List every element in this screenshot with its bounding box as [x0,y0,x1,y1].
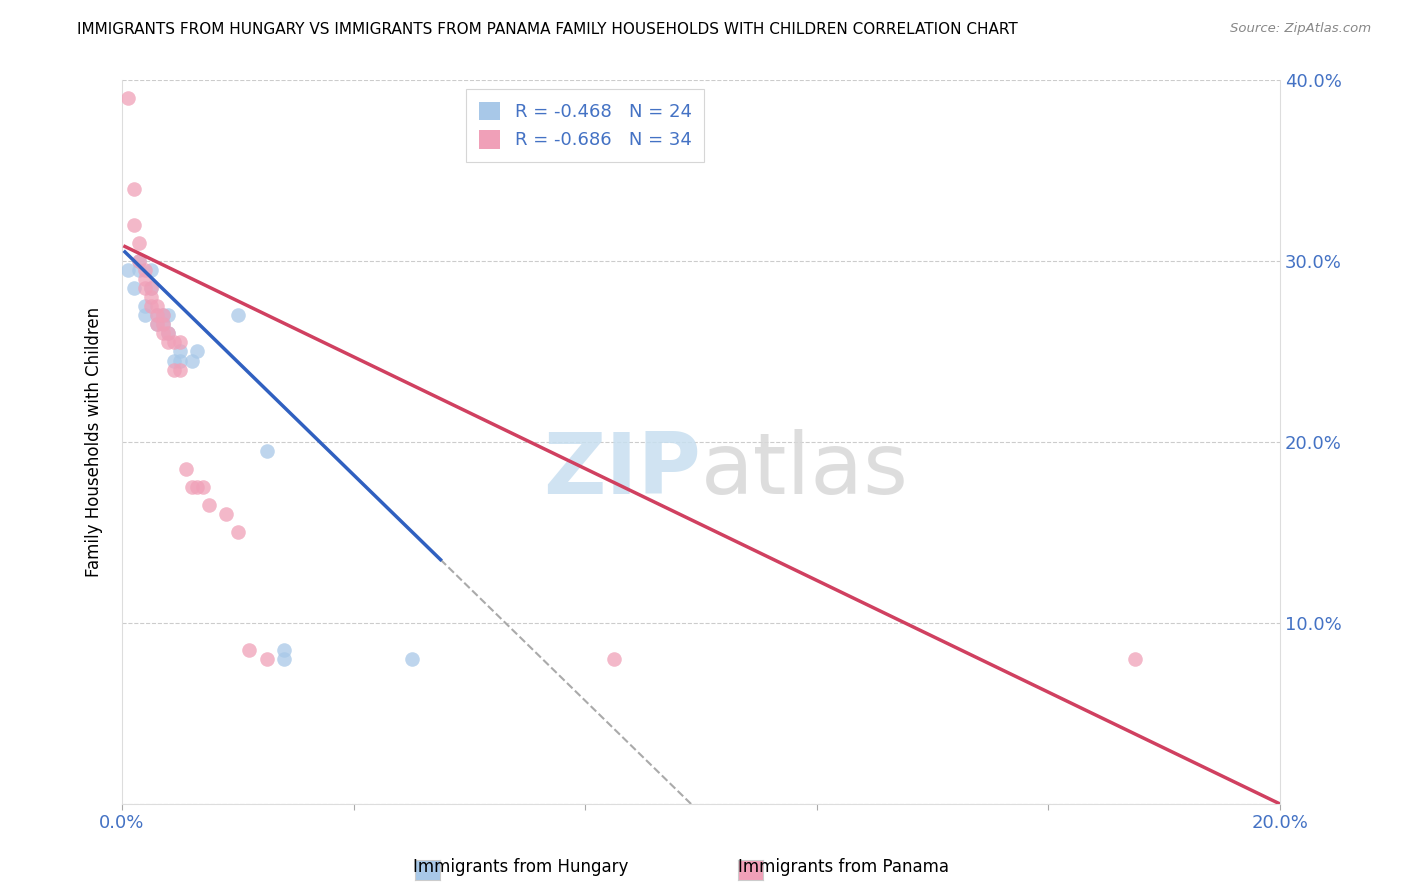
Point [186,344,208,359]
Point [238,643,260,657]
Point [169,353,191,368]
Point [117,263,139,277]
Point [180,353,202,368]
Point [401,652,423,666]
Point [134,299,156,313]
Point [128,235,150,250]
Point [273,652,295,666]
Point [163,362,186,376]
Legend: R = -0.468   N = 24, R = -0.686   N = 34: R = -0.468 N = 24, R = -0.686 N = 34 [465,89,704,162]
Text: IMMIGRANTS FROM HUNGARY VS IMMIGRANTS FROM PANAMA FAMILY HOUSEHOLDS WITH CHILDRE: IMMIGRANTS FROM HUNGARY VS IMMIGRANTS FR… [77,22,1018,37]
Point [128,254,150,268]
Point [191,480,214,494]
Point [146,318,169,332]
Y-axis label: Family Households with Children: Family Households with Children [86,307,103,577]
Point [122,181,145,195]
Point [152,326,174,341]
Point [146,318,169,332]
Text: Source: ZipAtlas.com: Source: ZipAtlas.com [1230,22,1371,36]
Point [1123,652,1146,666]
Point [122,218,145,232]
Point [146,308,169,322]
Point [134,272,156,286]
Point [128,254,150,268]
Point [186,480,208,494]
Text: ZIP: ZIP [543,429,702,512]
Text: atlas: atlas [702,429,910,512]
Point [157,326,180,341]
Point [146,299,169,313]
Point [146,308,169,322]
Point [139,263,162,277]
Point [134,263,156,277]
Point [152,308,174,322]
Point [163,335,186,350]
Point [163,353,186,368]
Point [215,508,238,522]
Point [152,308,174,322]
Point [169,362,191,376]
Point [169,344,191,359]
Point [128,263,150,277]
Text: Immigrants from Panama: Immigrants from Panama [738,858,949,876]
Point [198,499,221,513]
Point [139,281,162,295]
Point [256,652,278,666]
Point [157,335,180,350]
Point [134,308,156,322]
Text: Immigrants from Hungary: Immigrants from Hungary [412,858,628,876]
Point [139,290,162,304]
Point [139,281,162,295]
Point [157,326,180,341]
Point [152,318,174,332]
Point [226,525,249,540]
Point [122,281,145,295]
Point [180,480,202,494]
Point [273,643,295,657]
Point [169,335,191,350]
Point [226,308,249,322]
Point [117,91,139,105]
Point [139,299,162,313]
Point [134,281,156,295]
Point [152,318,174,332]
Point [256,444,278,458]
Point [174,462,197,476]
Point [603,652,626,666]
Point [157,308,180,322]
